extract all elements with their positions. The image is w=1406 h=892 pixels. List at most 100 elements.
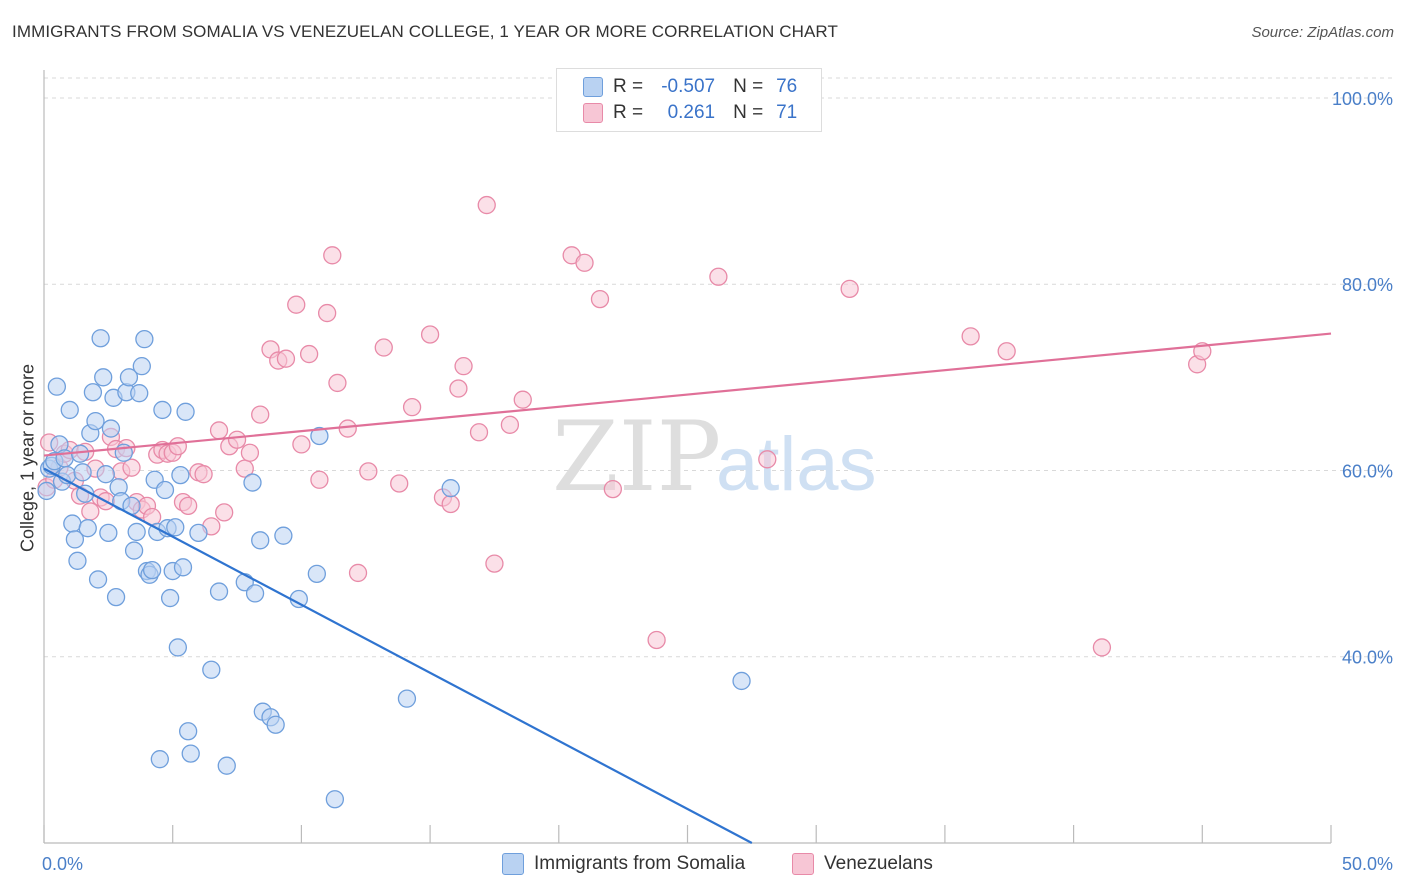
venezuelans-points xyxy=(37,195,1212,657)
venezuela-point xyxy=(240,443,260,462)
somalia-point xyxy=(94,368,113,387)
venezuela-point xyxy=(500,415,520,434)
legend-n-label: N = xyxy=(733,102,764,123)
somalia-points xyxy=(37,329,751,809)
somalia-legend-swatch xyxy=(502,853,524,875)
y-tick-label: 80.0% xyxy=(1342,275,1393,295)
venezuela-point xyxy=(441,494,460,514)
legend-n-label: N = xyxy=(733,76,764,97)
somalia-point xyxy=(160,588,180,608)
bottom-legend-somalia: Immigrants from Somalia xyxy=(502,852,745,876)
somalia-point xyxy=(289,589,308,609)
legend-r-label: R = xyxy=(613,102,644,123)
somalia-point xyxy=(441,479,460,498)
somalia-point xyxy=(274,526,293,545)
somalia-point xyxy=(166,518,185,537)
somalia-point xyxy=(91,329,110,348)
somalia-point xyxy=(88,570,108,589)
venezuela-point xyxy=(168,437,187,456)
y-tick-label: 60.0% xyxy=(1342,461,1393,481)
venezuela-point xyxy=(317,303,337,323)
somalia-point xyxy=(176,402,195,421)
somalia-point xyxy=(189,523,208,543)
venezuela-point xyxy=(328,373,347,393)
somalia-point xyxy=(178,722,198,741)
venezuela-point xyxy=(251,405,270,424)
somalia-point xyxy=(132,357,151,376)
somalia-point xyxy=(171,465,190,485)
somalia-point xyxy=(397,689,417,708)
venezuela-point xyxy=(310,470,329,489)
venezuela-point xyxy=(178,496,198,516)
somalia-point xyxy=(106,587,126,607)
legend-n-value-somalia: 76 xyxy=(776,76,798,97)
somalia-point xyxy=(96,465,115,484)
somalia-point xyxy=(63,514,82,533)
venezuela-point xyxy=(758,450,777,469)
venezuela-point xyxy=(449,379,468,398)
venezuela-point xyxy=(374,338,393,357)
somalia-point xyxy=(181,744,200,763)
legend-n-value-venezuela: 71 xyxy=(776,102,798,123)
somalia-point xyxy=(266,715,285,734)
somalia-point xyxy=(119,368,139,387)
venezuela-point xyxy=(215,503,234,522)
venezuela-point xyxy=(575,253,594,272)
somalia-point xyxy=(68,551,87,570)
trend-lines xyxy=(43,332,1332,844)
somalia-trend-line xyxy=(43,467,753,844)
venezuela-point xyxy=(338,419,357,438)
venezuela-legend-label: Venezuelans xyxy=(824,853,933,874)
venezuela-point xyxy=(348,563,368,583)
venezuela-legend-swatch xyxy=(792,853,814,875)
somalia-point xyxy=(202,660,221,679)
watermark-zip: ZIP xyxy=(552,401,721,513)
tick-labels: 100.0% 80.0% 60.0% 40.0% 0.0% 50.0% xyxy=(42,89,1393,874)
somalia-point xyxy=(78,519,97,538)
venezuela-point xyxy=(299,344,319,364)
legend-r-value-venezuela: 0.261 xyxy=(667,102,716,123)
correlation-legend: R = -0.507 N = 76 R = 0.261 N = 71 xyxy=(556,68,822,132)
venezuela-point xyxy=(840,279,859,299)
somalia-point xyxy=(243,473,262,492)
somalia-point xyxy=(86,411,105,431)
somalia-point xyxy=(307,564,326,583)
somalia-point xyxy=(150,750,169,769)
venezuela-point xyxy=(603,479,623,499)
somalia-point xyxy=(209,582,229,601)
venezuela-point xyxy=(1092,638,1112,657)
venezuela-point xyxy=(359,462,378,481)
venezuela-point xyxy=(287,295,306,314)
venezuela-swatch xyxy=(583,103,603,123)
venezuela-point xyxy=(323,246,342,265)
somalia-point xyxy=(101,419,121,438)
venezuela-point xyxy=(402,397,422,417)
somalia-point xyxy=(217,756,236,775)
somalia-point xyxy=(47,377,67,396)
somalia-point xyxy=(99,523,118,543)
venezuela-point xyxy=(209,421,229,440)
somalia-point xyxy=(135,330,154,349)
venezuela-trend-line xyxy=(43,332,1332,457)
somalia-swatch xyxy=(583,77,603,97)
somalia-point xyxy=(127,522,146,542)
bottom-legend-venezuela: Venezuelans xyxy=(792,852,933,876)
venezuela-point xyxy=(477,195,496,215)
chart-title: IMMIGRANTS FROM SOMALIA VS VENEZUELAN CO… xyxy=(12,22,838,41)
somalia-point xyxy=(37,481,56,501)
somalia-point xyxy=(310,426,329,446)
somalia-point xyxy=(325,790,345,809)
venezuela-point xyxy=(454,357,473,376)
somalia-point xyxy=(155,480,175,500)
somalia-point xyxy=(245,584,265,603)
somalia-point xyxy=(251,531,270,550)
venezuela-point xyxy=(961,327,980,346)
somalia-point xyxy=(142,560,162,580)
venezuela-point xyxy=(227,430,247,449)
y-tick-label: 100.0% xyxy=(1332,89,1393,109)
venezuela-point xyxy=(390,474,409,493)
x-tick-label: 0.0% xyxy=(42,854,83,874)
x-tick-label: 50.0% xyxy=(1342,854,1393,874)
axes xyxy=(43,70,1332,844)
